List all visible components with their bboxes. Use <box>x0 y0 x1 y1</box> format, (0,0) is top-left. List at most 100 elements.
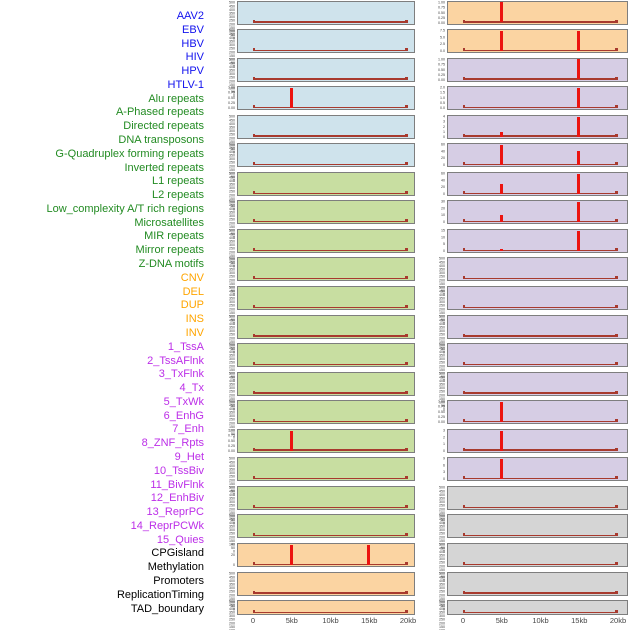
x-axis-tick-label: 5kb <box>285 615 298 625</box>
y-tick-label: 300 <box>228 128 235 133</box>
y-tick-label: 150 <box>228 253 235 258</box>
y-tick-label: 100 <box>228 228 235 233</box>
y-tick-label: 300 <box>228 585 235 590</box>
y-tick-label: 3 <box>442 428 445 433</box>
y-tick-label: 350 <box>228 467 235 472</box>
y-tick-label: 0.00 <box>437 20 445 25</box>
y-tick-label: 400 <box>228 150 235 155</box>
track-panel-alu-repeats <box>237 171 415 196</box>
y-tick-label: 20 <box>440 206 445 211</box>
y-tick-label: 400 <box>228 492 235 497</box>
y-tick-label: 200 <box>228 535 235 540</box>
y-axis-ticks-inverted-repeats: 500 450 400 350 300 250 200 150 100 50 0 <box>209 314 235 354</box>
y-axis-ticks-13-reprpc: 1.00 0.75 0.50 0.25 0.00 <box>419 400 445 424</box>
y-tick-label: 0.75 <box>437 62 445 67</box>
track-panel-dna-transposons <box>237 257 415 282</box>
y-tick-label: 100 <box>228 314 235 319</box>
signal-baseline <box>252 418 408 423</box>
y-tick-label: 0 <box>442 378 445 383</box>
row-label-dna-transposons: DNA transposons <box>118 134 204 147</box>
track-panel-tad-boundary <box>447 600 628 616</box>
y-tick-label: 0.50 <box>437 10 445 15</box>
y-tick-label: 0.50 <box>437 67 445 72</box>
y-tick-label: 50 <box>230 346 235 351</box>
y-tick-label: 50 <box>440 317 445 322</box>
row-label-9-het: 9_Het <box>174 450 204 463</box>
y-tick-label: 300 <box>438 385 445 390</box>
y-tick-label: 450 <box>228 574 235 579</box>
y-tick-label: 300 <box>438 357 445 362</box>
signal-spike-13-reprpc-5kb <box>499 402 503 422</box>
y-axis-ticks-g-quadruplex-forming-repeats: 500 450 400 350 300 250 200 150 100 50 0 <box>209 286 235 326</box>
x-axis-tick-label: 20kb <box>609 615 627 625</box>
track-panel-9-het <box>447 286 628 310</box>
y-tick-label: 500 <box>228 228 235 233</box>
y-tick-label: 400 <box>438 492 445 497</box>
y-tick-label: 100 <box>228 257 235 262</box>
x-axis-tick-label: 15kb <box>571 615 588 625</box>
signal-baseline <box>252 304 408 309</box>
y-tick-label: 350 <box>228 239 235 244</box>
y-tick-label: 40 <box>440 149 445 154</box>
signal-baseline <box>252 447 408 452</box>
y-tick-label: 60 <box>440 142 445 147</box>
y-axis-ticks-15-quies: 9 6 3 0 <box>419 457 445 481</box>
row-label-1-tssa: 1_TssA <box>167 340 204 353</box>
y-tick-label: 0.25 <box>437 72 445 77</box>
y-axis-ticks-l2-repeats: 500 450 400 350 300 250 200 150 100 50 0 <box>209 371 235 411</box>
y-tick-label: 450 <box>438 317 445 322</box>
signal-baseline <box>252 361 408 366</box>
y-axis-ticks-directed-repeats: 500 450 400 350 300 250 200 150 100 50 0 <box>209 228 235 269</box>
y-tick-label: 50 <box>440 346 445 351</box>
y-tick-label: 100 <box>438 514 445 519</box>
y-tick-label: 9 <box>442 456 445 461</box>
y-axis-ticks-cpgisland: 500 450 400 350 300 250 200 150 100 50 0 <box>419 486 445 526</box>
y-tick-label: 450 <box>438 488 445 494</box>
signal-baseline <box>462 47 618 52</box>
y-tick-label: 250 <box>438 617 445 622</box>
y-tick-label: 0.25 <box>437 415 445 420</box>
y-axis-ticks-6-enhg: 30 20 10 0 <box>419 200 445 224</box>
y-tick-label: 1.0 <box>439 95 445 100</box>
track-panel-8-znf-rpts <box>447 257 628 282</box>
y-tick-label: 500 <box>438 371 445 376</box>
track-panel-2-tssaflnk <box>447 86 628 111</box>
y-tick-label: 250 <box>228 332 235 337</box>
y-tick-label: 0 <box>442 248 445 253</box>
y-tick-label: 400 <box>438 292 445 297</box>
y-axis-ticks-ins: 1.00 0.75 0.50 0.25 0.00 <box>419 0 445 25</box>
y-tick-label: 15 <box>440 228 445 233</box>
y-tick-label: 0.50 <box>437 409 445 414</box>
signal-spike-cnv-5kb <box>289 544 293 565</box>
y-axis-ticks-dna-transposons: 500 450 400 350 300 250 200 150 100 50 0 <box>209 257 235 297</box>
y-tick-label: 250 <box>228 389 235 394</box>
y-tick-label: 150 <box>438 567 445 572</box>
track-panel-10-tssbiv <box>447 314 628 339</box>
y-axis-ticks-mir-repeats: 500 450 400 350 300 250 200 150 100 50 0 <box>209 457 235 497</box>
y-tick-label: 1.00 <box>437 399 445 404</box>
signal-baseline <box>252 532 408 537</box>
y-tick-label: 250 <box>228 303 235 308</box>
y-tick-label: 400 <box>228 178 235 183</box>
y-tick-label: 200 <box>228 621 235 626</box>
y-tick-label: 450 <box>438 603 445 608</box>
track-panel-z-dna-motifs <box>237 514 415 539</box>
row-label-htlv-1: HTLV-1 <box>167 78 204 91</box>
y-tick-label: 100 <box>228 542 235 547</box>
y-tick-label: 500 <box>228 57 235 62</box>
y-tick-label: 400 <box>438 378 445 383</box>
y-axis-ticks-del: 500 450 400 350 300 250 200 150 100 50 0 <box>209 571 235 611</box>
y-tick-label: 350 <box>228 125 235 130</box>
row-label-replicationtiming: ReplicationTiming <box>116 588 204 601</box>
y-tick-label: 300 <box>228 613 235 619</box>
y-axis-ticks-replicationtiming: 500 450 400 350 300 250 200 150 100 50 0 <box>419 571 445 611</box>
y-tick-label: 250 <box>228 160 235 165</box>
y-tick-label: 500 <box>228 342 235 347</box>
y-tick-label: 0.00 <box>227 448 235 453</box>
row-label-alu-repeats: Alu repeats <box>148 92 204 105</box>
y-tick-label: 150 <box>438 510 445 515</box>
y-tick-label: 150 <box>228 510 235 515</box>
y-tick-label: 2.5 <box>439 42 445 47</box>
